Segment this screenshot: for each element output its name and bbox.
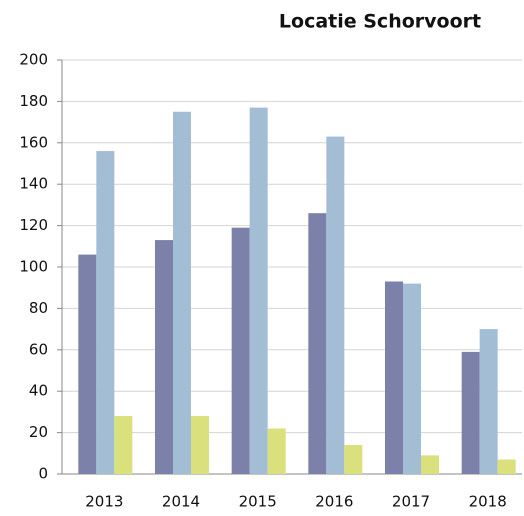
y-tick-label: 100 xyxy=(19,258,48,276)
bar xyxy=(344,445,363,474)
bar xyxy=(155,240,173,474)
bar xyxy=(96,151,115,474)
x-tick-label: 2017 xyxy=(392,493,430,511)
bar xyxy=(385,281,403,474)
y-tick-label: 140 xyxy=(19,175,48,193)
x-tick-label: 2014 xyxy=(162,493,200,511)
bar xyxy=(114,416,133,474)
y-tick-label: 20 xyxy=(29,423,48,441)
bar xyxy=(403,283,421,474)
y-tick-label: 60 xyxy=(29,340,48,358)
bar xyxy=(249,107,268,475)
bar xyxy=(479,329,498,474)
y-tick-label: 160 xyxy=(19,133,48,151)
bar xyxy=(326,136,345,474)
x-tick-label: 2013 xyxy=(85,493,123,511)
x-tick-label: 2015 xyxy=(239,493,277,511)
y-tick-label: 180 xyxy=(19,92,48,110)
bar xyxy=(173,111,191,474)
bar xyxy=(78,254,97,474)
x-tick-label: 2018 xyxy=(469,493,507,511)
y-tick-label: 120 xyxy=(19,216,48,234)
bar xyxy=(308,213,327,474)
y-tick-label: 200 xyxy=(19,51,48,69)
bar xyxy=(497,459,516,474)
chart-title: Locatie Schorvoort xyxy=(279,11,481,33)
y-tick-label: 40 xyxy=(29,382,48,400)
bar xyxy=(231,227,250,474)
bar xyxy=(461,351,480,474)
y-tick-label: 80 xyxy=(29,299,48,317)
x-tick-label: 2016 xyxy=(315,493,353,511)
bar xyxy=(421,455,439,474)
y-tick-label: 0 xyxy=(38,465,48,483)
bar xyxy=(191,416,209,474)
bar xyxy=(267,428,286,474)
